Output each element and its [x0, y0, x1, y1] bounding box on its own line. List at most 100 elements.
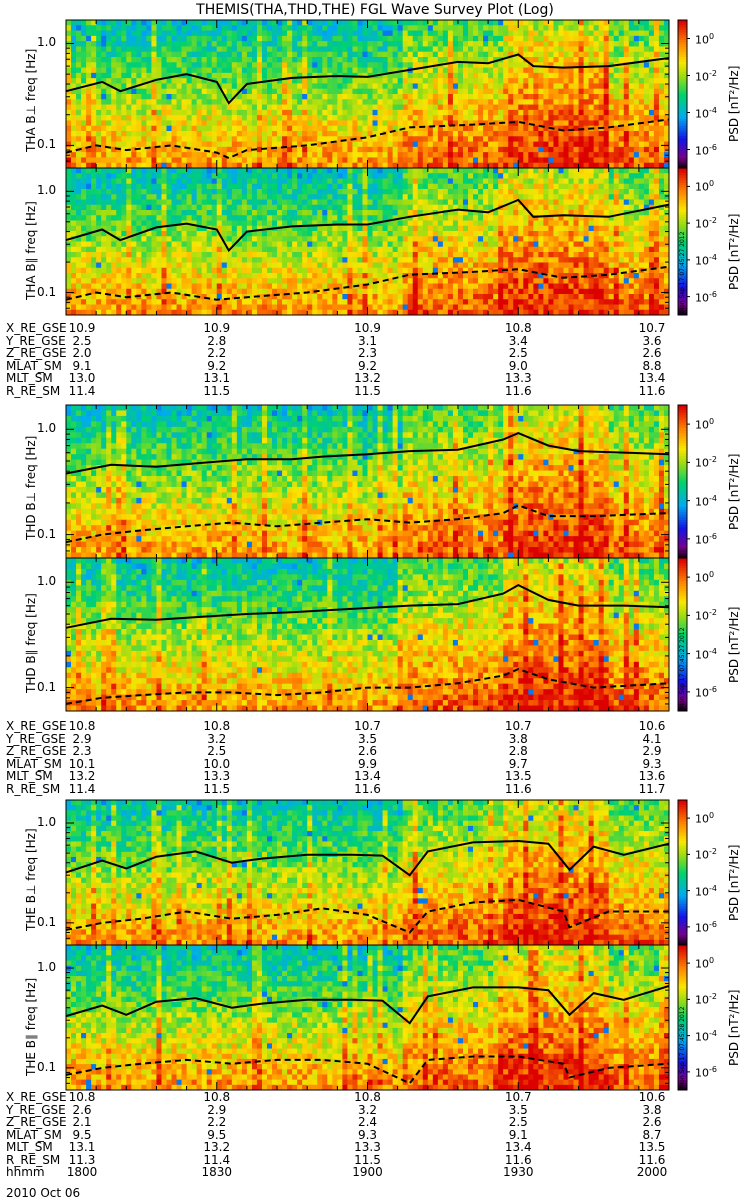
- solid-line-panel-1: [65, 53, 670, 105]
- ephemeris-value: 10.7: [627, 322, 677, 335]
- y-axis-label: THD B∥ freq [Hz]: [24, 593, 38, 693]
- ephemeris-value: 10.8: [343, 1091, 393, 1104]
- ephemeris-value: 11.7: [627, 782, 677, 796]
- ephemeris-value: 3.2: [343, 1103, 393, 1117]
- colorbar-tick-label: 10-6: [695, 920, 717, 935]
- ephemeris-value: 9.1: [57, 359, 107, 373]
- ephemeris-value: 11.6: [343, 782, 393, 796]
- solid-line-panel-2: [65, 198, 670, 253]
- ephemeris-row-label: R_RE_SM: [6, 782, 60, 796]
- generation-timestamp: Mon Sep 17 07:45:28 2012: [679, 1007, 686, 1088]
- ephemeris-value: 11.5: [192, 384, 242, 398]
- colorbar-tick-label: 10-6: [695, 1065, 717, 1080]
- ephemeris-value: 10.9: [192, 322, 242, 335]
- colorbar-tick-label: 10-2: [695, 608, 717, 623]
- y-axis-label: THE B⊥ freq [Hz]: [24, 828, 38, 931]
- ephemeris-value: 2.6: [627, 1116, 677, 1129]
- spectrogram-svg-4: [65, 557, 690, 712]
- ephemeris-value: 2.9: [192, 1103, 242, 1117]
- ephemeris-value: 11.6: [493, 384, 543, 398]
- ephemeris-value: 10.8: [57, 720, 107, 733]
- colorbar-label: PSD [nT²/Hz]: [727, 989, 741, 1065]
- y-tick-label: 1.0: [37, 815, 56, 829]
- ephemeris-value: 1800: [57, 1166, 107, 1179]
- ephemeris-value: 2000: [627, 1166, 677, 1179]
- dashed-line-panel-5: [65, 898, 669, 934]
- spectrogram-svg-2: [65, 167, 690, 316]
- y-tick-label: 1.0: [37, 574, 56, 588]
- ephemeris-row: X_RE_GSE 10.8 10.8 10.8 10.7 10.6: [0, 1091, 750, 1104]
- heatmap-cells: [66, 945, 670, 1091]
- ephemeris-row: MLT_SM 13.1 13.2 13.3 13.4 13.5: [0, 1141, 750, 1154]
- ephemeris-value: 11.4: [57, 384, 107, 398]
- ephemeris-row: Y_RE_GSE 2.9 3.2 3.5 3.8 4.1: [0, 732, 750, 746]
- ephemeris-value: 10.8: [192, 720, 242, 733]
- ephemeris-value: 10.7: [343, 720, 393, 733]
- ephemeris-value: 10.8: [192, 1091, 242, 1104]
- colorbar-tick-label: 10-6: [695, 685, 717, 700]
- ephemeris-value: 11.4: [192, 1153, 242, 1167]
- colorbar-tick-label: 100: [695, 570, 714, 585]
- ephemeris-value: 11.6: [493, 782, 543, 796]
- spectrogram-svg-1: [65, 19, 690, 169]
- ephemeris-value: 3.8: [627, 1103, 677, 1117]
- ephemeris-value: 13.3: [192, 770, 242, 783]
- ephemeris-row: Y_RE_GSE 2.6 2.9 3.2 3.5 3.8: [0, 1103, 750, 1117]
- y-tick-label: 0.1: [37, 680, 56, 694]
- ephemeris-value: 13.6: [627, 770, 677, 783]
- colorbar-tick-label: 100: [695, 811, 714, 826]
- ephemeris-value: 10.1: [57, 757, 107, 771]
- colorbar-tick-label: 10-6: [695, 290, 717, 305]
- ephemeris-value: 2.5: [493, 1116, 543, 1129]
- y-tick-label: 1.0: [37, 35, 56, 49]
- ephemeris-value: 2.6: [57, 1103, 107, 1117]
- solid-line-panel-3: [65, 432, 670, 475]
- y-axis-label: THD B⊥ freq [Hz]: [24, 435, 38, 539]
- ephemeris-row: R_RE_SM 11.4 11.5 11.6 11.6 11.7: [0, 782, 750, 796]
- colorbar-tick-label: 10-4: [695, 253, 717, 268]
- ephemeris-value: 2.3: [343, 347, 393, 360]
- colorbar-tick-label: 10-2: [695, 992, 717, 1007]
- ephemeris-row-label: X_RE_GSE: [6, 1091, 67, 1104]
- ephemeris-row: MLAT_SM 9.5 9.5 9.3 9.1 8.7: [0, 1128, 750, 1142]
- y-tick-label: 0.1: [37, 527, 56, 541]
- ephemeris-value: 10.6: [627, 720, 677, 733]
- colorbar-tick-label: 10-4: [695, 106, 717, 121]
- spectrogram-panel-6: 1.0 0.1 THE B∥ freq [Hz] 100 10-2 10-4 10-6 PSD…: [0, 944, 750, 1091]
- ephemeris-value: 9.7: [493, 757, 543, 771]
- ephemeris-row: R_RE_SM 11.4 11.5 11.5 11.6 11.6: [0, 384, 750, 398]
- ephemeris-row-label: Y_RE_GSE: [6, 334, 66, 348]
- ephemeris-value: 2.8: [493, 745, 543, 758]
- spectrogram-panel-3: 1.0 0.1 THD B⊥ freq [Hz] 100 10-2 10-4 10-6 PSD…: [0, 404, 750, 559]
- ephemeris-value: 11.5: [343, 384, 393, 398]
- ephemeris-value: 13.4: [627, 372, 677, 385]
- generation-timestamp: Mon Sep 17 07:45:27 2012: [679, 232, 686, 313]
- ephemeris-value: 2.0: [57, 347, 107, 360]
- ephemeris-value: 2.1: [57, 1116, 107, 1129]
- ephemeris-value: 8.8: [627, 359, 677, 373]
- ephemeris-value: 2.5: [493, 347, 543, 360]
- ephemeris-value: 2.2: [192, 347, 242, 360]
- colorbar-tick-label: 10-2: [695, 69, 717, 84]
- colorbar-tick-label: 10-4: [695, 494, 717, 509]
- ephemeris-value: 1930: [493, 1166, 543, 1179]
- ephemeris-table-3: X_RE_GSE 10.8 10.8 10.8 10.7 10.6 Y_RE_GSE 2.6 2…: [0, 1091, 750, 1179]
- ephemeris-value: 11.6: [493, 1153, 543, 1167]
- ephemeris-value: 10.9: [57, 322, 107, 335]
- ephemeris-value: 11.3: [57, 1153, 107, 1167]
- colorbar-tick-label: 100: [695, 179, 714, 194]
- ephemeris-value: 2.6: [627, 347, 677, 360]
- y-tick-label: 1.0: [37, 183, 56, 197]
- spectrogram-panel-1: 1.0 0.1 THA B⊥ freq [Hz] 100 10-2 10-4 10-6 PSD…: [0, 19, 750, 169]
- colorbar-tick-label: 10-2: [695, 847, 717, 862]
- ephemeris-row: X_RE_GSE 10.8 10.8 10.7 10.7 10.6: [0, 720, 750, 733]
- colorbar: [677, 557, 690, 712]
- ephemeris-row-label: MLT_SM: [6, 770, 53, 783]
- ephemeris-row-label: R_RE_SM: [6, 384, 60, 398]
- ephemeris-value: 10.7: [493, 720, 543, 733]
- colorbar: [677, 799, 690, 946]
- colorbar-label: PSD [nT²/Hz]: [727, 213, 741, 289]
- colorbar-tick-label: 10-4: [695, 884, 717, 899]
- ephemeris-value: 11.4: [57, 782, 107, 796]
